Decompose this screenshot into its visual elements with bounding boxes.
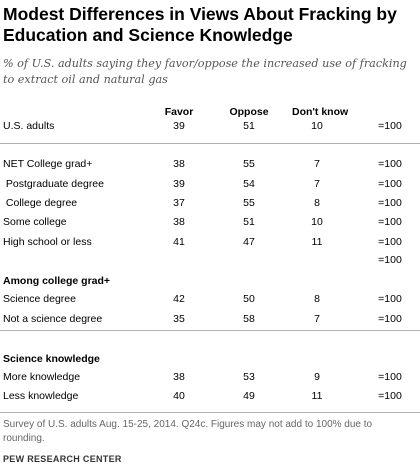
oppose-value: 51: [243, 216, 255, 228]
row-label: Some college: [3, 216, 67, 228]
dont-know-value: 7: [314, 158, 320, 170]
total-value: =100: [378, 216, 402, 228]
total-value: =100: [378, 371, 402, 383]
favor-value: 42: [173, 293, 185, 305]
table-row: Postgraduate degree 39 54 7 =100: [0, 176, 420, 192]
oppose-value: 55: [243, 197, 255, 209]
favor-value: 38: [173, 216, 185, 228]
chart-title: Modest Differences in Views About Fracki…: [3, 4, 397, 45]
footnote: Survey of U.S. adults Aug. 15-25, 2014. …: [3, 419, 373, 444]
table-row: Not a science degree 35 58 7 =100: [0, 311, 420, 327]
dont-know-value: 11: [311, 236, 323, 248]
oppose-value: 47: [243, 236, 255, 248]
section-heading: Science knowledge: [3, 353, 100, 365]
total-value: =100: [378, 120, 402, 132]
dont-know-value: 7: [314, 313, 320, 325]
table-row: College degree 37 55 8 =100: [0, 195, 420, 211]
total-value: =100: [378, 293, 402, 305]
row-label: Postgraduate degree: [3, 178, 104, 190]
oppose-value: 55: [243, 158, 255, 170]
table-row: High school or less 41 47 11 =100: [0, 234, 420, 250]
favor-value: 38: [173, 371, 185, 383]
dont-know-value: 8: [314, 197, 320, 209]
section-divider: [0, 330, 420, 331]
total-value: =100: [378, 390, 402, 402]
table-row: =100: [0, 252, 420, 268]
table-row: U.S. adults 39 51 10 =100: [0, 118, 420, 134]
source-credit: PEW RESEARCH CENTER: [3, 454, 122, 464]
table-row: Less knowledge 40 49 11 =100: [0, 388, 420, 404]
favor-value: 39: [173, 178, 185, 190]
dont-know-value: 10: [311, 216, 323, 228]
column-header-oppose: Oppose: [229, 106, 269, 118]
table-row: Some college 38 51 10 =100: [0, 214, 420, 230]
favor-value: 38: [173, 158, 185, 170]
row-label: NET College grad+: [3, 158, 93, 170]
row-label: College degree: [3, 197, 78, 209]
row-label: High school or less: [3, 236, 92, 248]
chart-subtitle: % of U.S. adults saying they favor/oppos…: [3, 57, 407, 86]
column-header-dont-know: Don't know: [292, 106, 349, 118]
favor-value: 39: [173, 120, 185, 132]
dont-know-value: 7: [314, 178, 320, 190]
table-row: NET College grad+ 38 55 7 =100: [0, 156, 420, 172]
row-label: U.S. adults: [3, 120, 55, 132]
row-label: Science degree: [3, 293, 76, 305]
row-label: Less knowledge: [3, 390, 79, 402]
section-heading: Among college grad+: [3, 275, 111, 287]
footer-divider: [0, 412, 420, 413]
oppose-value: 53: [243, 371, 255, 383]
total-value: =100: [378, 197, 402, 209]
table-row: Science degree 42 50 8 =100: [0, 291, 420, 307]
favor-value: 41: [173, 236, 185, 248]
total-value: =100: [378, 254, 402, 266]
oppose-value: 54: [243, 178, 255, 190]
oppose-value: 58: [243, 313, 255, 325]
favor-value: 37: [173, 197, 185, 209]
section-divider: [0, 143, 420, 144]
dont-know-value: 10: [311, 120, 323, 132]
dont-know-value: 8: [314, 293, 320, 305]
favor-value: 35: [173, 313, 185, 325]
row-label: More knowledge: [3, 371, 81, 383]
oppose-value: 50: [243, 293, 255, 305]
row-label: Not a science degree: [3, 313, 103, 325]
oppose-value: 49: [243, 390, 255, 402]
table-row: More knowledge 38 53 9 =100: [0, 369, 420, 385]
column-header-favor: Favor: [164, 106, 194, 118]
favor-value: 40: [173, 390, 185, 402]
total-value: =100: [378, 178, 402, 190]
dont-know-value: 11: [311, 390, 323, 402]
total-value: =100: [378, 158, 402, 170]
total-value: =100: [378, 236, 402, 248]
oppose-value: 51: [243, 120, 255, 132]
total-value: =100: [378, 313, 402, 325]
dont-know-value: 9: [314, 371, 320, 383]
